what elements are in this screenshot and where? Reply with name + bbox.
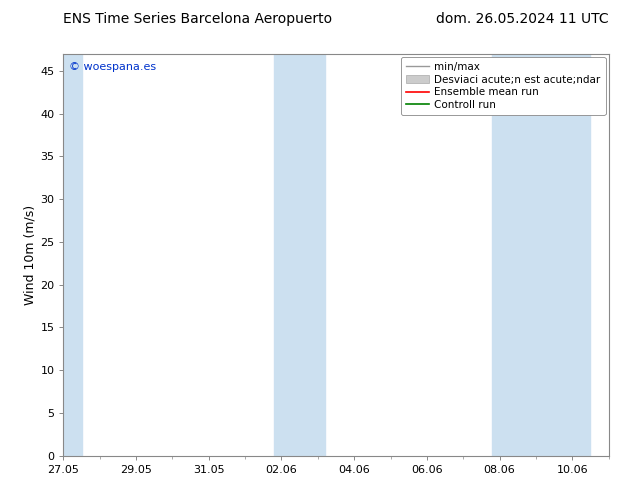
Text: ENS Time Series Barcelona Aeropuerto: ENS Time Series Barcelona Aeropuerto [63,12,332,26]
Y-axis label: Wind 10m (m/s): Wind 10m (m/s) [23,205,36,305]
Bar [275,54,325,456]
Bar [60,54,82,456]
Text: © woespana.es: © woespana.es [69,62,156,72]
Legend: min/max, Desviaci acute;n est acute;ndar, Ensemble mean run, Controll run: min/max, Desviaci acute;n est acute;ndar… [401,57,605,115]
Text: dom. 26.05.2024 11 UTC: dom. 26.05.2024 11 UTC [436,12,609,26]
Bar [493,54,590,456]
